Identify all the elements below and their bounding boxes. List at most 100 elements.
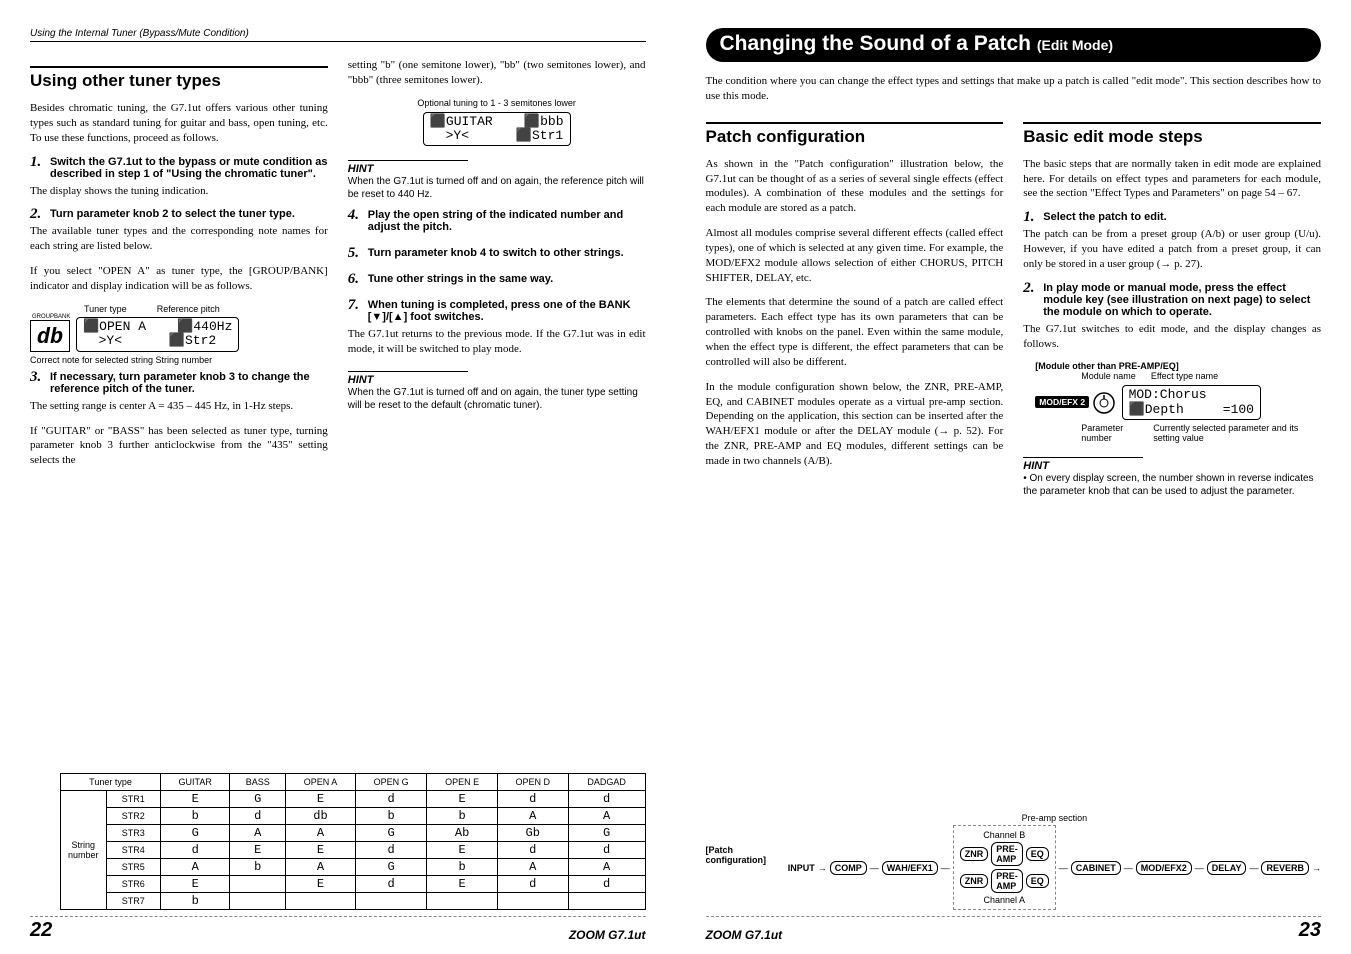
label-correct-note: Correct note for selected string String … — [30, 355, 328, 365]
module-figure: [Module other than PRE-AMP/EQ] Module na… — [1035, 361, 1321, 443]
step-2-text: Turn parameter knob 2 to select the tune… — [50, 208, 295, 220]
col2-top: setting "b" (one semitone lower), "bb" (… — [348, 58, 646, 88]
page-number: 22 — [30, 919, 52, 942]
after-step-3b: If "GUITAR" or "BASS" has been selected … — [30, 424, 328, 469]
hint-rule-r — [1023, 457, 1143, 458]
columns: Patch configuration As shown in the "Pat… — [706, 114, 1322, 807]
step-7: 7. When tuning is completed, press one of… — [348, 299, 646, 323]
step-3: 3. If necessary, turn parameter knob 3 to… — [30, 371, 328, 395]
step-5: 5. Turn parameter knob 4 to switch to oth… — [348, 247, 646, 259]
hint-label-r: HINT — [1023, 460, 1321, 472]
step-num-7: 7. — [348, 297, 359, 314]
step-num-2: 2. — [30, 206, 41, 223]
channel-a-label: Channel A — [960, 895, 1049, 905]
chapter-subtitle: (Edit Mode) — [1037, 37, 1113, 53]
step-num-r1: 1. — [1023, 209, 1034, 226]
preamp-dashbox: Channel B ZNR PRE-AMP EQ ZNR PRE-AMP EQ — [953, 825, 1056, 910]
modfig-ename: Effect type name — [1151, 371, 1218, 381]
flow-row: INPUT→ COMP— WAH/EFX1— Channel B ZNR PRE… — [788, 825, 1321, 910]
label-tunertype: Tuner type — [84, 304, 127, 314]
footer-dots — [30, 916, 646, 917]
flow-delay: DELAY — [1207, 861, 1247, 875]
step-r1: 1. Select the patch to edit. — [1023, 211, 1321, 223]
lcd-module: MOD:Chorus ⬛Depth =100 — [1122, 385, 1261, 420]
step-4-text: Play the open string of the indicated nu… — [368, 209, 623, 233]
page-right: Changing the Sound of a Patch (Edit Mode… — [676, 0, 1351, 954]
col-left: Using other tuner types Besides chromati… — [30, 58, 328, 765]
group-bank-indicator: GROUPBANK db — [30, 314, 70, 352]
step-num-r2: 2. — [1023, 280, 1034, 297]
step-7-text: When tuning is completed, press one of t… — [368, 299, 631, 323]
chapter-title-bar: Changing the Sound of a Patch (Edit Mode… — [706, 28, 1322, 62]
hint-rule-1 — [348, 160, 468, 161]
tuner-type-table: Tuner typeGUITARBASSOPEN AOPEN GOPEN EOP… — [60, 773, 646, 910]
page-header: Using the Internal Tuner (Bypass/Mute Co… — [30, 28, 646, 42]
hint-text-1: When the G7.1ut is turned off and on aga… — [348, 175, 646, 201]
step-2: 2. Turn parameter knob 2 to select the tu… — [30, 208, 328, 220]
page-footer: 22 ZOOM G7.1ut — [30, 919, 646, 942]
sec1-p4: In the module configuration shown below,… — [706, 380, 1004, 469]
step-num-6: 6. — [348, 271, 359, 288]
flow-znr-b: ZNR — [960, 847, 989, 861]
section-patch-config: Patch configuration — [706, 122, 1004, 147]
step-1: 1.Switch the G7.1ut to the bypass or mut… — [30, 156, 328, 180]
hint-rule-2 — [348, 371, 468, 372]
hint-text-2: When the G7.1ut is turned off and on aga… — [348, 386, 646, 412]
step-4: 4. Play the open string of the indicated … — [348, 209, 646, 233]
lcd-guitar-bbb: ⬛GUITAR ⬛bbb >Y< ⬛Str1 — [423, 112, 571, 147]
step-num-4: 4. — [348, 207, 359, 224]
sec1-p1: As shown in the "Patch configuration" il… — [706, 157, 1004, 216]
sec1-p2: Almost all modules comprise several diff… — [706, 226, 1004, 285]
module-key: MOD/EFX 2 — [1035, 391, 1115, 415]
page-number: 23 — [1299, 919, 1321, 942]
flow-preamp-a: PRE-AMP — [991, 869, 1023, 893]
chapter-intro: The condition where you can change the e… — [706, 74, 1322, 104]
step-num-3: 3. — [30, 369, 41, 386]
channel-b-label: Channel B — [960, 830, 1049, 840]
footer-model: ZOOM G7.1ut — [706, 928, 783, 942]
seg-display-db: db — [30, 320, 70, 352]
after-step-7: The G7.1ut returns to the previous mode.… — [348, 327, 646, 357]
flow-znr-a: ZNR — [960, 874, 989, 888]
step-3-text: If necessary, turn parameter knob 3 to c… — [50, 371, 310, 395]
flow-wah: WAH/EFX1 — [882, 861, 938, 875]
page-footer: ZOOM G7.1ut 23 — [706, 919, 1322, 942]
step-r1-text: Select the patch to edit. — [1043, 211, 1166, 223]
flow-eq-a: EQ — [1026, 874, 1049, 888]
step-r2-text: In play mode or manual mode, press the e… — [1043, 282, 1310, 318]
section-basic-edit: Basic edit mode steps — [1023, 122, 1321, 147]
label-group: GROUP — [32, 314, 54, 320]
flow-eq-b: EQ — [1026, 847, 1049, 861]
patch-config-diagram: [Patch configuration] Pre-amp section IN… — [706, 813, 1322, 910]
module-tag: MOD/EFX 2 — [1035, 396, 1089, 408]
modfig-pnum: Parameter number — [1081, 423, 1141, 443]
step-num-5: 5. — [348, 245, 359, 262]
after-r2: The G7.1ut switches to edit mode, and th… — [1023, 322, 1321, 352]
preamp-section-label: Pre-amp section — [788, 813, 1321, 823]
after-step-1: The display shows the tuning indication. — [30, 184, 328, 199]
after-step-2: The available tuner types and the corres… — [30, 224, 328, 254]
columns: Using other tuner types Besides chromati… — [30, 58, 646, 765]
after-r1: The patch can be from a preset group (A/… — [1023, 227, 1321, 272]
footer-model: ZOOM G7.1ut — [569, 928, 646, 942]
flow-cabinet: CABINET — [1071, 861, 1121, 875]
step-num-1: 1. — [30, 154, 41, 171]
flow-modefx2: MOD/EFX2 — [1136, 861, 1192, 875]
flow-comp: COMP — [830, 861, 867, 875]
col-right: Basic edit mode steps The basic steps th… — [1023, 114, 1321, 807]
hint-text-r: • On every display screen, the number sh… — [1023, 472, 1321, 498]
after-step-2b: If you select "OPEN A" as tuner type, th… — [30, 264, 328, 294]
section-title: Using other tuner types — [30, 66, 328, 91]
step-6: 6. Tune other strings in the same way. — [348, 273, 646, 285]
step-6-text: Tune other strings in the same way. — [368, 273, 553, 285]
step-5-text: Turn parameter knob 4 to switch to other… — [368, 247, 624, 259]
lcd-open-a: ⬛OPEN A ⬛440Hz >Y< ⬛Str2 — [76, 317, 239, 352]
intro-text: Besides chromatic tuning, the G7.1ut off… — [30, 101, 328, 146]
after-step-3: The setting range is center A = 435 – 44… — [30, 399, 328, 414]
page-left: Using the Internal Tuner (Bypass/Mute Co… — [0, 0, 676, 954]
modfig-mname: Module name — [1081, 371, 1136, 381]
knob-icon — [1092, 391, 1116, 415]
hint-label-1: HINT — [348, 163, 646, 175]
flow-input: INPUT — [788, 863, 815, 873]
modfig-pval: Currently selected parameter and its set… — [1153, 423, 1303, 443]
